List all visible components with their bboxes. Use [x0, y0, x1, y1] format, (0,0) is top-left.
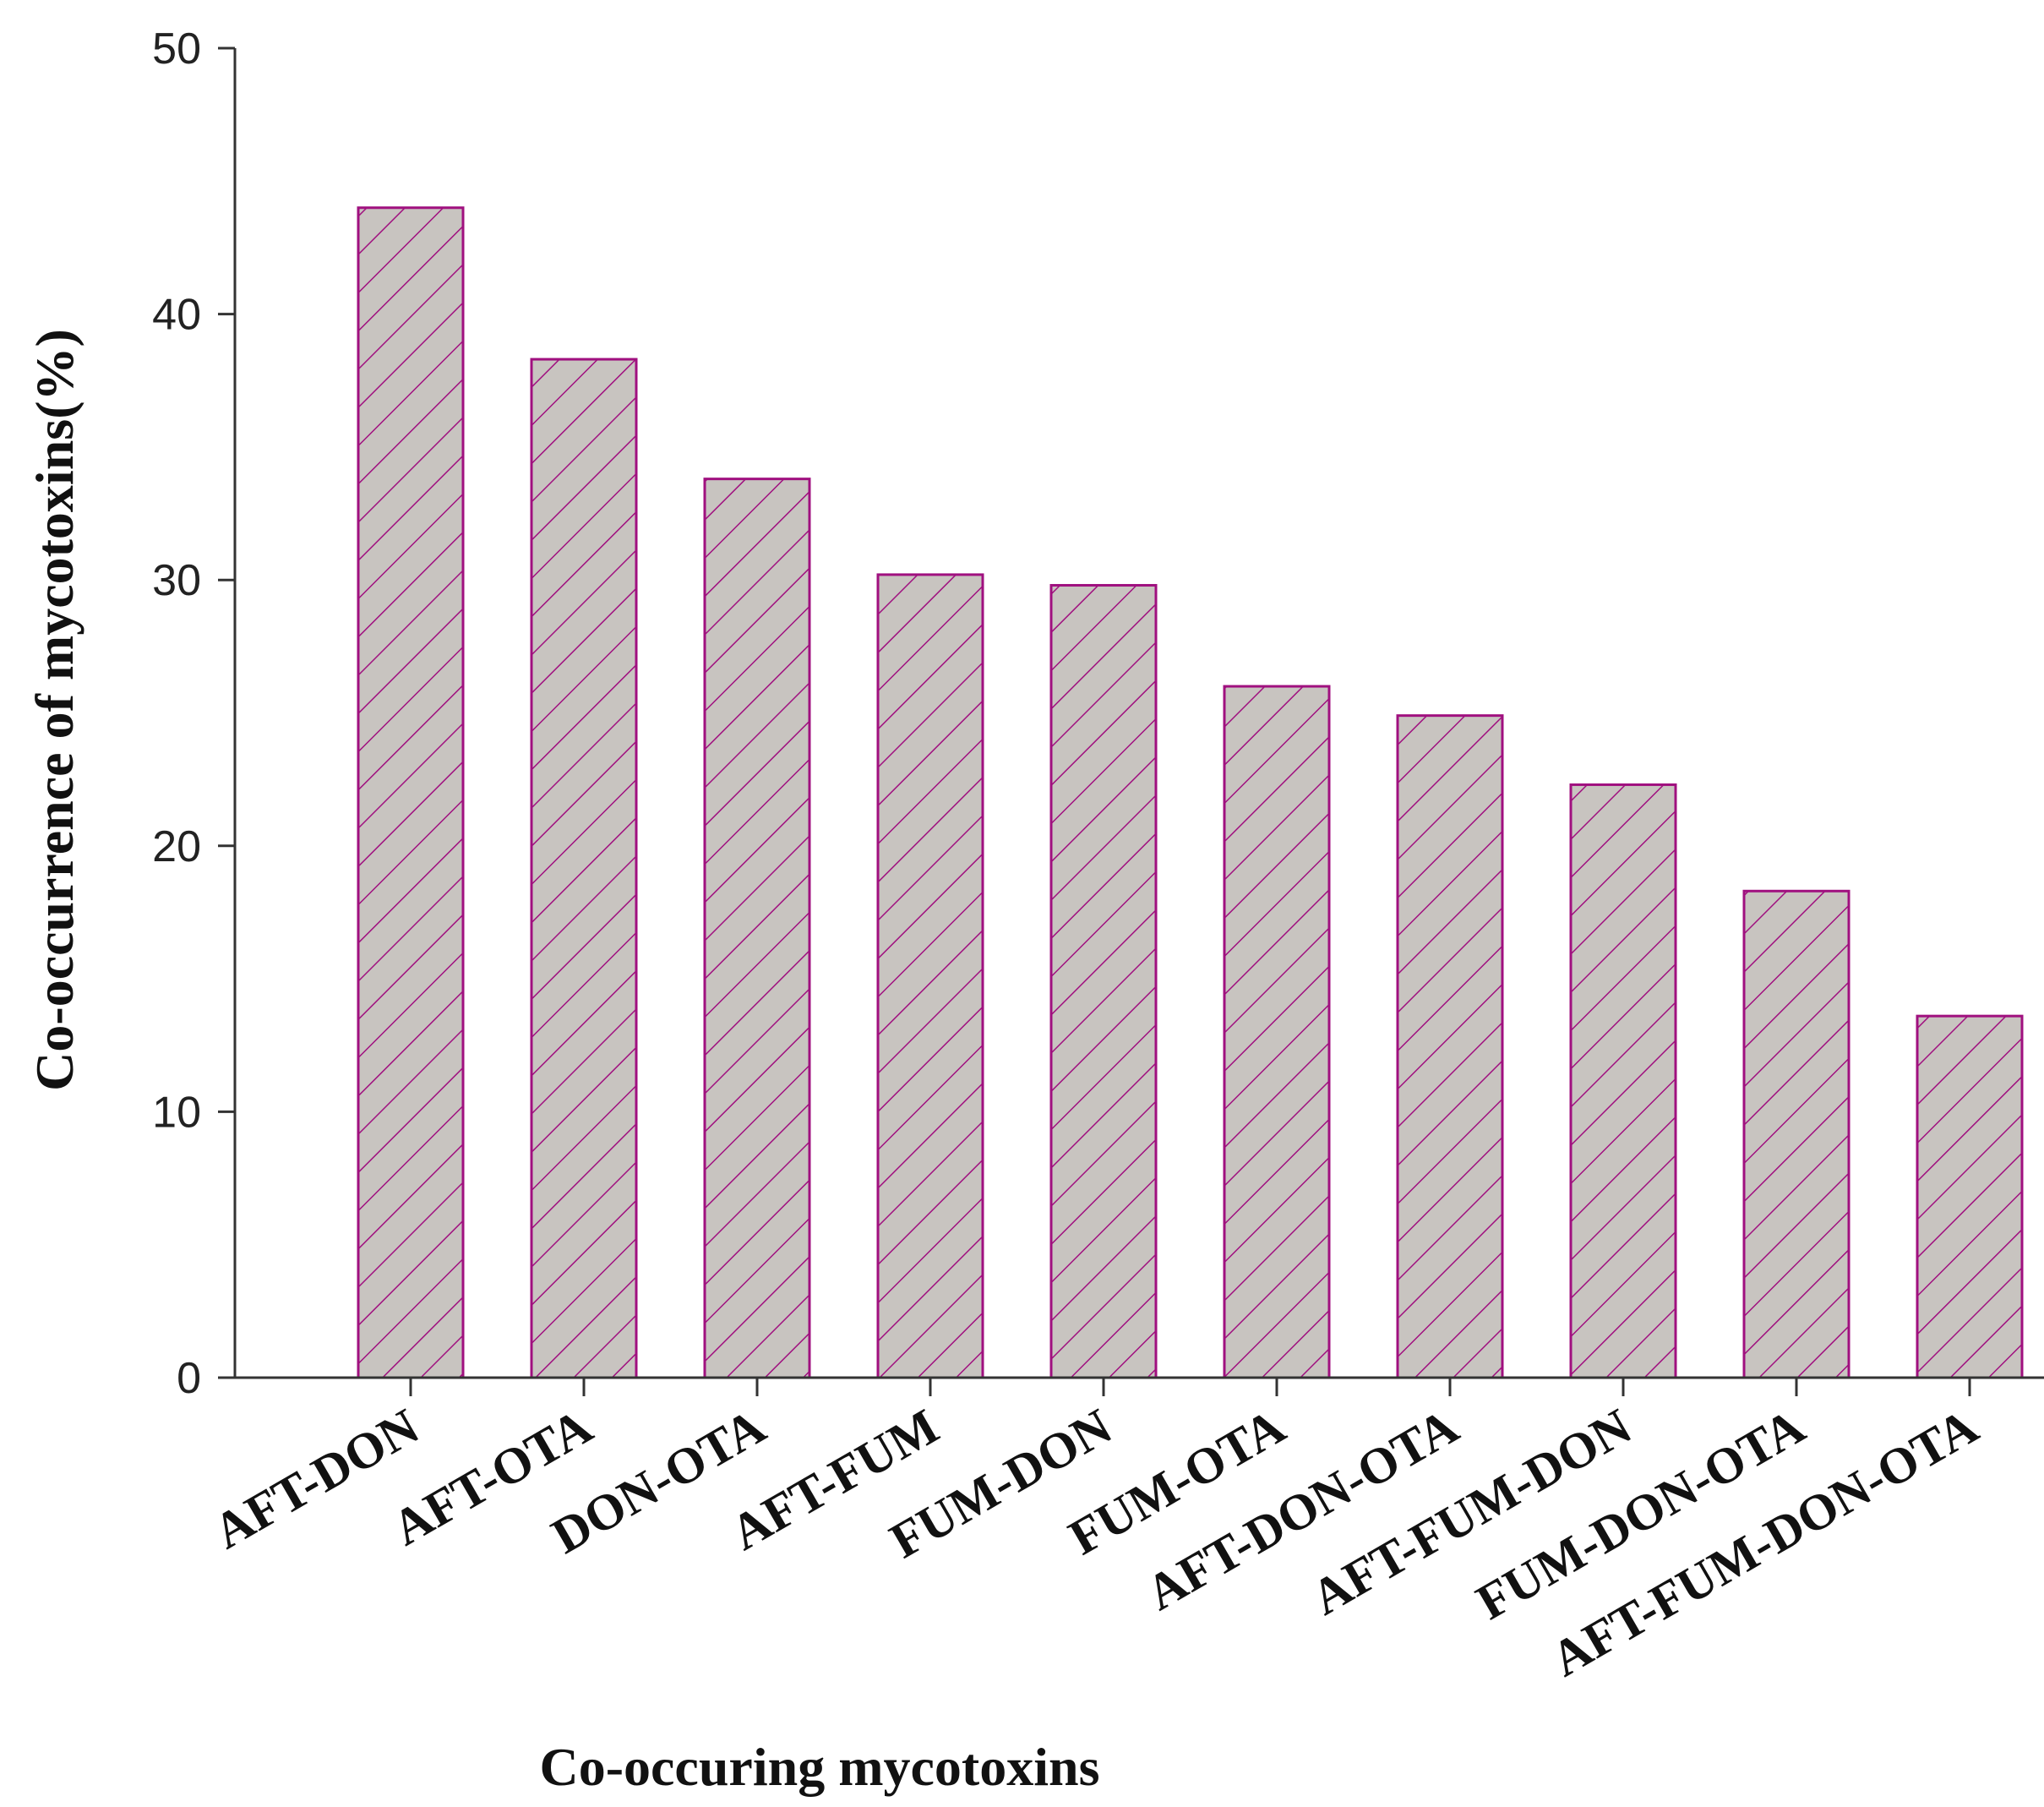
bar-don-ota — [703, 478, 811, 1379]
category-labels: AFT-DONAFT-OTADON-OTAAFT-FUMFUM-DONFUM-O… — [204, 1398, 1987, 1687]
bar-fum-ota — [1223, 685, 1331, 1379]
y-axis-title: Co-occurrence of mycotoxins(%) — [25, 329, 84, 1091]
bar-aft-fum-don — [1569, 783, 1677, 1379]
bar-fum-don-ota — [1742, 889, 1851, 1379]
y-tick-label: 0 — [177, 1354, 201, 1403]
bar-aft-don-ota — [1396, 714, 1504, 1379]
y-tick-label: 10 — [152, 1088, 201, 1137]
bar-aft-ota — [530, 358, 638, 1379]
y-tick-label: 20 — [152, 822, 201, 871]
category-label-aft-don: AFT-DON — [204, 1398, 428, 1559]
y-axis-ticks: 0 10 20 30 40 50 — [152, 25, 235, 1403]
bar-aft-don — [357, 206, 465, 1379]
bar-aft-fum — [876, 573, 984, 1379]
bar-fum-don — [1049, 583, 1158, 1379]
y-tick-label: 30 — [152, 556, 201, 605]
category-label-aft-don-ota: AFT-DON-OTA — [1137, 1398, 1468, 1621]
bars-group — [357, 206, 2024, 1379]
bar-aft-fum-don-ota — [1916, 1014, 2024, 1379]
y-tick-label: 40 — [152, 291, 201, 340]
x-axis-ticks — [409, 1378, 1971, 1396]
y-tick-label: 50 — [152, 25, 201, 74]
x-axis-title: Co-occuring mycotoxins — [539, 1737, 1099, 1797]
